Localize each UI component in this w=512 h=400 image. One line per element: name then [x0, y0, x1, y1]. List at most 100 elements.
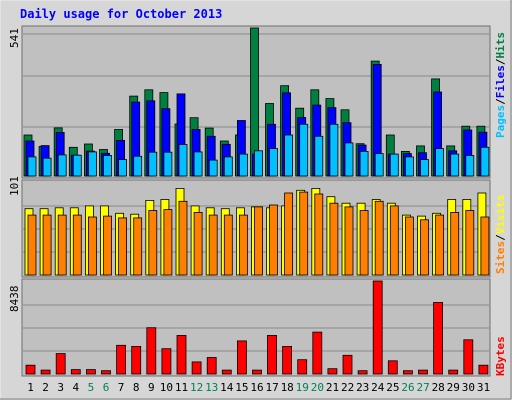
legend-hits: Hits — [494, 32, 507, 59]
bar-kbytes-day-3 — [55, 353, 66, 375]
x-tick-label-day-2: 2 — [42, 381, 49, 394]
x-tick-label-day-21: 21 — [326, 381, 339, 394]
bar-pages-day-24 — [374, 153, 384, 177]
bar-kbytes-day-28 — [433, 301, 444, 375]
bar-kbytes-day-12 — [191, 361, 202, 375]
x-tick-label-day-15: 15 — [235, 381, 248, 394]
x-tick-label-day-7: 7 — [118, 381, 125, 394]
bar-pages-day-31 — [480, 146, 490, 177]
bar-sites-day-13 — [208, 214, 218, 276]
bar-sites-day-24 — [374, 200, 384, 276]
bar-pages-day-2 — [42, 157, 52, 177]
bar-sites-day-11 — [178, 200, 188, 276]
hits-ymax-label: 541 — [8, 28, 21, 48]
x-tick-label-day-11: 11 — [175, 381, 188, 394]
bar-pages-day-3 — [57, 154, 67, 177]
bar-pages-day-10 — [163, 151, 173, 177]
x-tick-label-day-4: 4 — [72, 381, 79, 394]
bar-kbytes-day-8 — [131, 345, 142, 375]
bar-pages-day-27 — [420, 159, 429, 177]
bar-kbytes-day-20 — [312, 331, 323, 375]
bar-pages-day-16 — [254, 150, 263, 177]
bar-kbytes-day-16 — [252, 369, 262, 375]
bar-pages-day-21 — [329, 123, 339, 177]
bar-kbytes-day-15 — [236, 340, 247, 375]
legend-pages: Pages — [494, 105, 507, 138]
bar-sites-day-28 — [435, 214, 445, 276]
bar-pages-day-5 — [88, 151, 97, 177]
bar-pages-day-15 — [238, 153, 248, 177]
bar-pages-day-9 — [148, 151, 158, 177]
bar-pages-day-13 — [208, 159, 218, 177]
bar-pages-day-19 — [299, 123, 309, 177]
x-tick-label-day-14: 14 — [220, 381, 234, 394]
x-tick-label-day-16: 16 — [250, 381, 263, 394]
bar-kbytes-day-21 — [327, 368, 338, 375]
bar-pages-day-11 — [178, 144, 188, 177]
bar-sites-day-10 — [163, 209, 173, 276]
x-tick-label-day-29: 29 — [447, 381, 460, 394]
x-tick-label-day-20: 20 — [311, 381, 324, 394]
bar-kbytes-day-1 — [25, 364, 36, 375]
bar-sites-day-26 — [404, 216, 414, 276]
visits-panel-legend: Sites/Visits — [494, 195, 507, 275]
bar-sites-day-30 — [465, 210, 475, 276]
x-tick-label-day-6: 6 — [103, 381, 110, 394]
bar-pages-day-7 — [118, 159, 127, 177]
x-tick-label-day-22: 22 — [341, 381, 354, 394]
legend-sep: / — [494, 234, 507, 241]
x-tick-label-day-5: 5 — [88, 381, 95, 394]
bar-pages-day-23 — [359, 150, 369, 177]
bar-sites-day-17 — [269, 204, 278, 276]
bar-kbytes-day-14 — [221, 369, 232, 375]
x-tick-label-day-1: 1 — [27, 381, 34, 394]
bar-sites-day-3 — [57, 214, 67, 276]
bar-sites-day-7 — [118, 217, 127, 276]
bar-sites-day-20 — [314, 193, 324, 276]
bar-sites-day-4 — [72, 214, 82, 276]
bar-sites-day-22 — [344, 206, 354, 276]
bar-kbytes-day-19 — [297, 359, 308, 375]
x-tick-label-day-9: 9 — [148, 381, 155, 394]
bar-kbytes-day-25 — [387, 360, 398, 375]
legend-sites: Sites — [494, 241, 507, 274]
bar-pages-day-4 — [72, 154, 82, 177]
bar-kbytes-day-23 — [357, 370, 368, 375]
bar-sites-day-18 — [284, 192, 294, 276]
x-tick-label-day-26: 26 — [401, 381, 414, 394]
x-tick-label-day-25: 25 — [386, 381, 399, 394]
bar-kbytes-day-9 — [146, 327, 157, 375]
bar-sites-day-21 — [329, 202, 339, 276]
bar-pages-day-17 — [269, 148, 278, 177]
bar-pages-day-6 — [103, 155, 112, 177]
bar-pages-day-18 — [284, 134, 294, 177]
bar-kbytes-day-4 — [70, 369, 81, 375]
legend-sep: / — [494, 58, 507, 65]
kbytes-panel-legend: KBytes — [494, 336, 507, 376]
x-tick-label-day-30: 30 — [462, 381, 475, 394]
x-tick-label-day-13: 13 — [205, 381, 218, 394]
x-tick-label-day-23: 23 — [356, 381, 369, 394]
bar-kbytes-day-31 — [478, 364, 489, 375]
bar-pages-day-12 — [193, 151, 203, 177]
x-tick-label-day-10: 10 — [160, 381, 173, 394]
bar-kbytes-day-26 — [402, 370, 413, 375]
legend-sep: / — [494, 98, 507, 105]
bar-sites-day-25 — [389, 205, 399, 276]
chart-title: Daily usage for October 2013 — [20, 7, 222, 21]
bar-sites-day-23 — [359, 210, 369, 276]
x-tick-label-day-3: 3 — [57, 381, 64, 394]
bar-kbytes-day-5 — [86, 369, 96, 375]
bar-pages-day-14 — [223, 156, 233, 177]
x-tick-label-day-8: 8 — [133, 381, 140, 394]
x-tick-label-day-19: 19 — [296, 381, 309, 394]
bar-sites-day-6 — [103, 215, 112, 276]
x-tick-label-day-24: 24 — [371, 381, 385, 394]
bar-kbytes-day-10 — [161, 348, 172, 375]
bar-pages-day-8 — [133, 155, 143, 177]
x-tick-label-day-12: 12 — [190, 381, 203, 394]
x-tick-label-day-17: 17 — [265, 381, 278, 394]
bar-kbytes-day-29 — [448, 369, 459, 375]
kbytes-ymax-label: 8438 — [8, 286, 21, 313]
